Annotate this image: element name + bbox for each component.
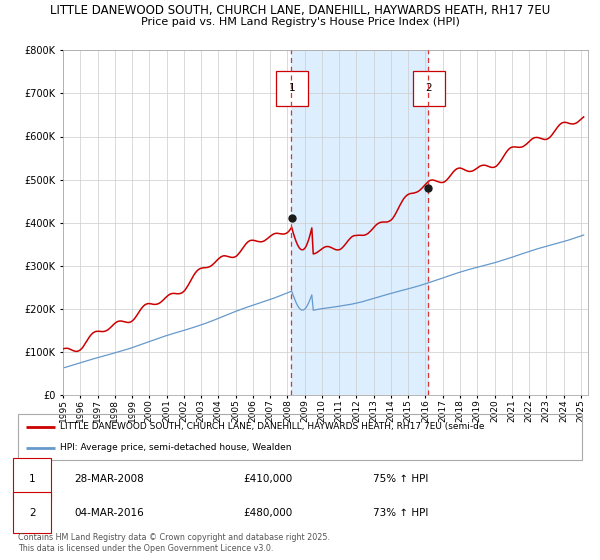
Text: 73% ↑ HPI: 73% ↑ HPI — [373, 508, 428, 517]
Text: £480,000: £480,000 — [244, 508, 293, 517]
Text: 28-MAR-2008: 28-MAR-2008 — [74, 474, 144, 484]
Text: 1: 1 — [29, 474, 35, 484]
Bar — [292, 50, 428, 395]
Text: £410,000: £410,000 — [244, 474, 293, 484]
Text: 2: 2 — [425, 83, 432, 94]
Text: Contains HM Land Registry data © Crown copyright and database right 2025.
This d: Contains HM Land Registry data © Crown c… — [18, 533, 330, 553]
Text: HPI: Average price, semi-detached house, Wealden: HPI: Average price, semi-detached house,… — [60, 444, 292, 452]
Text: Price paid vs. HM Land Registry's House Price Index (HPI): Price paid vs. HM Land Registry's House … — [140, 17, 460, 27]
Text: 2: 2 — [29, 508, 35, 517]
Text: 1: 1 — [289, 83, 295, 94]
Text: 75% ↑ HPI: 75% ↑ HPI — [373, 474, 428, 484]
Text: 04-MAR-2016: 04-MAR-2016 — [74, 508, 144, 517]
Text: LITTLE DANEWOOD SOUTH, CHURCH LANE, DANEHILL, HAYWARDS HEATH, RH17 7EU (semi-de: LITTLE DANEWOOD SOUTH, CHURCH LANE, DANE… — [60, 422, 485, 431]
Text: LITTLE DANEWOOD SOUTH, CHURCH LANE, DANEHILL, HAYWARDS HEATH, RH17 7EU: LITTLE DANEWOOD SOUTH, CHURCH LANE, DANE… — [50, 4, 550, 17]
